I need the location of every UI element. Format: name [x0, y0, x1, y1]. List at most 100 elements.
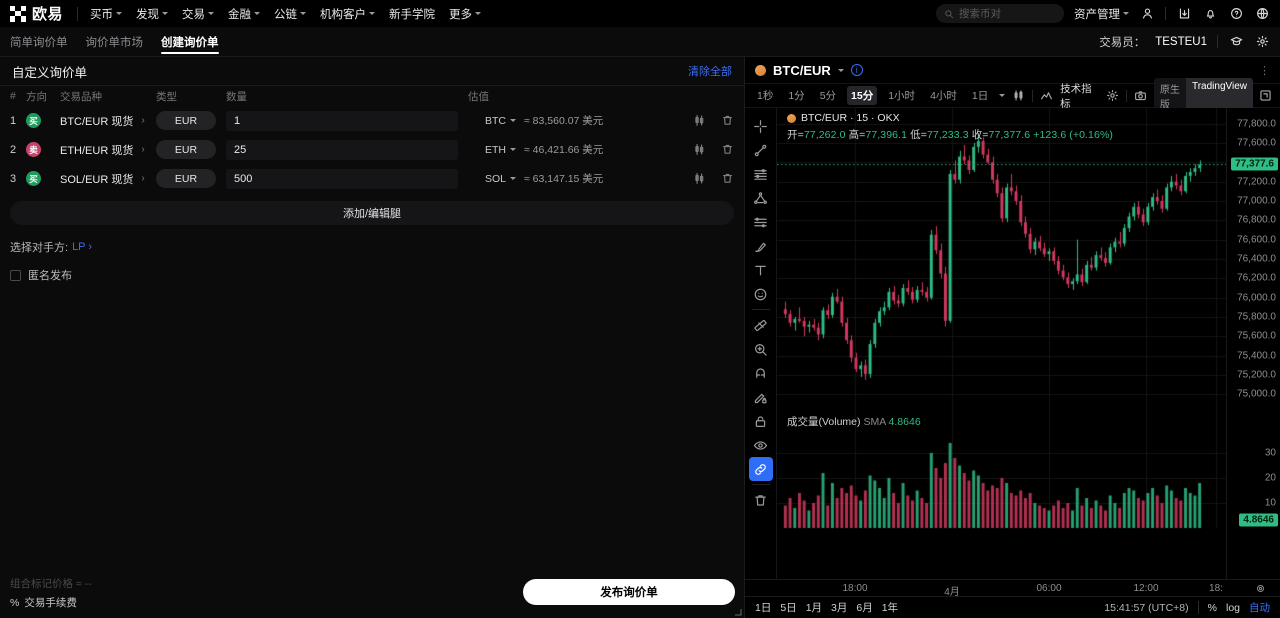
timeframe-4h[interactable]: 4小时: [930, 90, 957, 102]
add-edit-leg-button[interactable]: 添加/编辑腿: [10, 201, 734, 225]
timeframe-1d[interactable]: 1日: [971, 90, 989, 102]
lock-icon[interactable]: [749, 409, 773, 433]
zoom-in-icon[interactable]: [749, 337, 773, 361]
eye-visibility-icon[interactable]: [749, 433, 773, 457]
time-axis[interactable]: 18:00 4月 06:00 12:00 18:: [745, 579, 1280, 598]
percent-scale-toggle[interactable]: %: [1207, 601, 1217, 614]
type-pill[interactable]: EUR: [156, 140, 216, 159]
timeframe-1h[interactable]: 1小时: [888, 90, 916, 102]
bell-icon[interactable]: [1202, 6, 1218, 22]
text-tool-icon[interactable]: [749, 258, 773, 282]
timeframe-1s[interactable]: 1秒: [757, 90, 774, 102]
timeframe-15m[interactable]: 15分: [847, 86, 878, 105]
download-icon[interactable]: [1176, 6, 1192, 22]
anonymous-checkbox[interactable]: [10, 269, 21, 281]
pencil-lock-icon[interactable]: [749, 385, 773, 409]
help-icon[interactable]: [1228, 6, 1244, 22]
user-icon[interactable]: [1139, 6, 1155, 22]
info-icon[interactable]: i: [850, 64, 863, 76]
log-scale-toggle[interactable]: log: [1225, 601, 1240, 614]
trash-icon[interactable]: [721, 172, 734, 185]
chart-menu-icon[interactable]: ⋮: [1259, 64, 1270, 77]
chevron-down-icon[interactable]: [837, 68, 844, 72]
settings-gear-icon[interactable]: [1254, 34, 1270, 50]
fullscreen-icon[interactable]: [1259, 89, 1272, 102]
pitchfork-icon[interactable]: [749, 186, 773, 210]
chevron-right-icon: ›: [141, 173, 145, 184]
chevron-down-icon[interactable]: [999, 94, 1006, 97]
nav-item-academy[interactable]: 新手学院: [389, 6, 435, 22]
brush-icon[interactable]: [749, 234, 773, 258]
chart-plot[interactable]: BTC/EUR · 15 · OKX 开=77,262.0 高=77,396.1…: [777, 108, 1280, 579]
timeframe-1m[interactable]: 1分: [788, 90, 805, 102]
nav-item-buy-crypto[interactable]: 买币: [90, 6, 123, 22]
link-sync-icon[interactable]: [748, 457, 773, 481]
snapshot-camera-icon[interactable]: [1134, 89, 1147, 102]
table-row[interactable]: 3 买 SOL/EUR 现货 › EUR 500 SOL: [0, 164, 744, 193]
range-3m[interactable]: 3月: [831, 602, 848, 614]
tab-simple-rfq[interactable]: 简单询价单: [10, 27, 68, 56]
row-instrument[interactable]: BTC/EUR 现货 ›: [60, 113, 156, 129]
view-mode-native[interactable]: 原生版: [1153, 77, 1186, 114]
chart-settings-gear-icon[interactable]: [1106, 89, 1119, 102]
measure-ruler-icon[interactable]: [749, 313, 773, 337]
nav-item-institutional[interactable]: 机构客户: [320, 6, 376, 22]
auto-scale-toggle[interactable]: 自动: [1249, 602, 1270, 614]
price-tick-label: 75,000.0: [1237, 388, 1276, 400]
unit-label: SOL: [484, 172, 506, 185]
range-5d[interactable]: 5日: [780, 602, 797, 614]
range-6m[interactable]: 6月: [856, 602, 873, 614]
counterparty-selector[interactable]: LP ›: [72, 241, 93, 253]
candlestick-icon[interactable]: [693, 172, 706, 185]
type-pill[interactable]: EUR: [156, 169, 216, 188]
view-mode-tradingview[interactable]: TradingView: [1185, 77, 1253, 114]
magnet-icon[interactable]: [749, 361, 773, 385]
globe-icon[interactable]: [1254, 6, 1270, 22]
tab-rfq-market[interactable]: 询价单市场: [86, 27, 144, 56]
tab-create-rfq[interactable]: 创建询价单: [161, 27, 219, 56]
horizontal-lines-icon[interactable]: [749, 162, 773, 186]
nav-item-asset-management[interactable]: 资产管理: [1074, 6, 1129, 22]
time-axis-settings-icon[interactable]: [1255, 583, 1266, 597]
graduation-cap-icon[interactable]: [1228, 34, 1244, 50]
nav-item-trade[interactable]: 交易: [182, 6, 215, 22]
timeframe-5m[interactable]: 5分: [819, 90, 837, 102]
range-1y[interactable]: 1年: [881, 602, 899, 614]
indicator-icon[interactable]: [1040, 89, 1053, 102]
resize-handle[interactable]: [734, 608, 742, 616]
nav-item-chain[interactable]: 公链: [274, 6, 307, 22]
candlestick-icon[interactable]: [693, 143, 706, 156]
search-input[interactable]: 搜索币对: [936, 4, 1064, 23]
trash-icon[interactable]: [721, 114, 734, 127]
unit-selector[interactable]: SOL: [468, 173, 524, 185]
price-axis[interactable]: 77,800.077,600.077,400.077,200.077,000.0…: [1226, 108, 1280, 579]
row-instrument[interactable]: SOL/EUR 现货 ›: [60, 171, 156, 187]
range-1d[interactable]: 1日: [755, 602, 772, 614]
clear-all-button[interactable]: 清除全部: [688, 66, 732, 78]
okx-logo[interactable]: 欧易: [10, 3, 63, 24]
range-1m[interactable]: 1月: [805, 602, 823, 614]
trash-icon[interactable]: [721, 143, 734, 156]
nav-item-discover[interactable]: 发现: [136, 6, 169, 22]
nav-item-finance[interactable]: 金融: [228, 6, 261, 22]
quantity-input[interactable]: 1: [226, 110, 458, 131]
unit-selector[interactable]: BTC: [468, 115, 524, 127]
publish-rfq-button[interactable]: 发布询价单: [523, 579, 735, 605]
trash-icon[interactable]: [749, 488, 773, 512]
candlestick-canvas[interactable]: [777, 108, 1280, 538]
type-pill[interactable]: EUR: [156, 111, 216, 130]
candlestick-icon[interactable]: [693, 114, 706, 127]
table-row[interactable]: 2 卖 ETH/EUR 现货 › EUR 25 ETH: [0, 135, 744, 164]
trend-line-icon[interactable]: [749, 138, 773, 162]
quantity-input[interactable]: 25: [226, 139, 458, 160]
row-instrument[interactable]: ETH/EUR 现货 ›: [60, 142, 156, 158]
quantity-input[interactable]: 500: [226, 168, 458, 189]
table-row[interactable]: 1 买 BTC/EUR 现货 › EUR 1 BTC: [0, 106, 744, 135]
unit-selector[interactable]: ETH: [468, 144, 524, 156]
nav-item-more[interactable]: 更多: [449, 6, 482, 22]
crosshair-icon[interactable]: [749, 114, 773, 138]
emoji-icon[interactable]: [749, 282, 773, 306]
fibonacci-retracement-icon[interactable]: [749, 210, 773, 234]
technical-indicators-button[interactable]: 技术指标: [1060, 82, 1092, 110]
chart-type-candles-icon[interactable]: [1012, 89, 1025, 102]
